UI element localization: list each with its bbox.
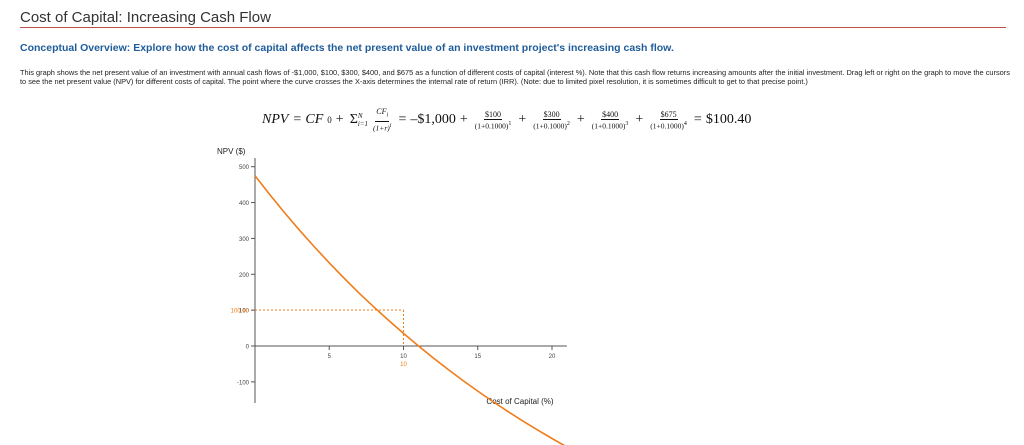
term-3-pow: 3 bbox=[625, 120, 629, 127]
chart-cursor[interactable]: 100.40 10 bbox=[231, 308, 408, 368]
y-tick-label: 200 bbox=[239, 273, 250, 279]
y-tick-label: 100 bbox=[239, 309, 250, 315]
formula-term-4: $675 (1+0.1000)4 bbox=[649, 110, 688, 131]
y-tick-label: 0 bbox=[246, 345, 250, 351]
formula-sum-limits: N i=1 bbox=[358, 112, 368, 128]
npv-curve-group bbox=[254, 175, 566, 445]
term-2-pow: 2 bbox=[566, 120, 570, 127]
term-2-num: $300 bbox=[542, 109, 561, 120]
cursor-x-label: 10 bbox=[400, 362, 407, 368]
page-description: This graph shows the net present value o… bbox=[20, 68, 1010, 86]
formula-cf0: –$1,000 bbox=[410, 112, 456, 127]
formula-eq1: = CF bbox=[292, 112, 324, 127]
formula-result: $100.40 bbox=[705, 112, 752, 127]
formula-plus5: + bbox=[635, 112, 644, 127]
y-tick-label: 400 bbox=[239, 201, 250, 207]
x-tick-label: 10 bbox=[400, 354, 407, 360]
formula-plus4: + bbox=[576, 112, 585, 127]
term-4-pow: 4 bbox=[683, 120, 687, 127]
x-axis-label: Cost of Capital (%) bbox=[486, 397, 553, 406]
formula-gen-den-sup: i bbox=[389, 123, 392, 130]
y-tick-label: 500 bbox=[239, 165, 250, 171]
formula-npv: NPV bbox=[262, 112, 289, 127]
term-1-pow: 1 bbox=[508, 120, 512, 127]
formula-sum-top: N bbox=[357, 112, 363, 120]
x-tick-label: 5 bbox=[328, 354, 332, 360]
npv-curve bbox=[254, 175, 566, 445]
term-2-den: (1+0.1000) bbox=[533, 121, 567, 131]
formula-term-2: $300 (1+0.1000)2 bbox=[532, 110, 571, 131]
x-tick-label: 20 bbox=[549, 354, 556, 360]
x-tick-label: 15 bbox=[474, 354, 481, 360]
formula-cf0-sub: 0 bbox=[327, 115, 332, 125]
cursor-y-label: 100.40 bbox=[231, 308, 250, 314]
page-subtitle: Conceptual Overview: Explore how the cos… bbox=[20, 42, 674, 54]
formula-plus3: + bbox=[518, 112, 527, 127]
chart-ticks: 500 400 300 200 100 0 -100 5 10 15 20 bbox=[237, 165, 556, 386]
y-tick-label: 300 bbox=[239, 237, 250, 243]
npv-formula: NPV = CF 0 + Σ N i=1 CFi (1+r)i = –$1,000… bbox=[262, 106, 751, 134]
formula-eq3: = bbox=[693, 112, 702, 127]
term-3-num: $400 bbox=[601, 109, 620, 120]
term-1-den: (1+0.1000) bbox=[474, 121, 509, 131]
term-4-den: (1+0.1000) bbox=[650, 121, 684, 131]
page-title: Cost of Capital: Increasing Cash Flow bbox=[20, 9, 271, 26]
chart-axes bbox=[254, 158, 567, 403]
formula-gen-num-sub: i bbox=[386, 113, 389, 120]
formula-term-3: $400 (1+0.1000)3 bbox=[591, 110, 630, 131]
formula-sigma: Σ bbox=[349, 112, 358, 127]
term-3-den: (1+0.1000) bbox=[591, 121, 626, 131]
formula-plus1: + bbox=[335, 112, 344, 127]
term-1-num: $100 bbox=[484, 109, 503, 120]
formula-sum-bottom: i=1 bbox=[357, 120, 369, 128]
term-4-num: $675 bbox=[659, 109, 678, 120]
formula-gen-den: (1+r) bbox=[373, 123, 390, 133]
y-axis-label: NPV ($) bbox=[217, 147, 246, 156]
formula-plus2: + bbox=[459, 112, 468, 127]
formula-gen-num: CF bbox=[376, 107, 387, 117]
formula-eq2: = bbox=[398, 112, 407, 127]
title-divider bbox=[20, 27, 1006, 28]
formula-general-term: CFi (1+r)i bbox=[372, 107, 392, 132]
formula-term-1: $100 (1+0.1000)1 bbox=[474, 110, 513, 131]
y-tick-label: -100 bbox=[237, 380, 250, 386]
